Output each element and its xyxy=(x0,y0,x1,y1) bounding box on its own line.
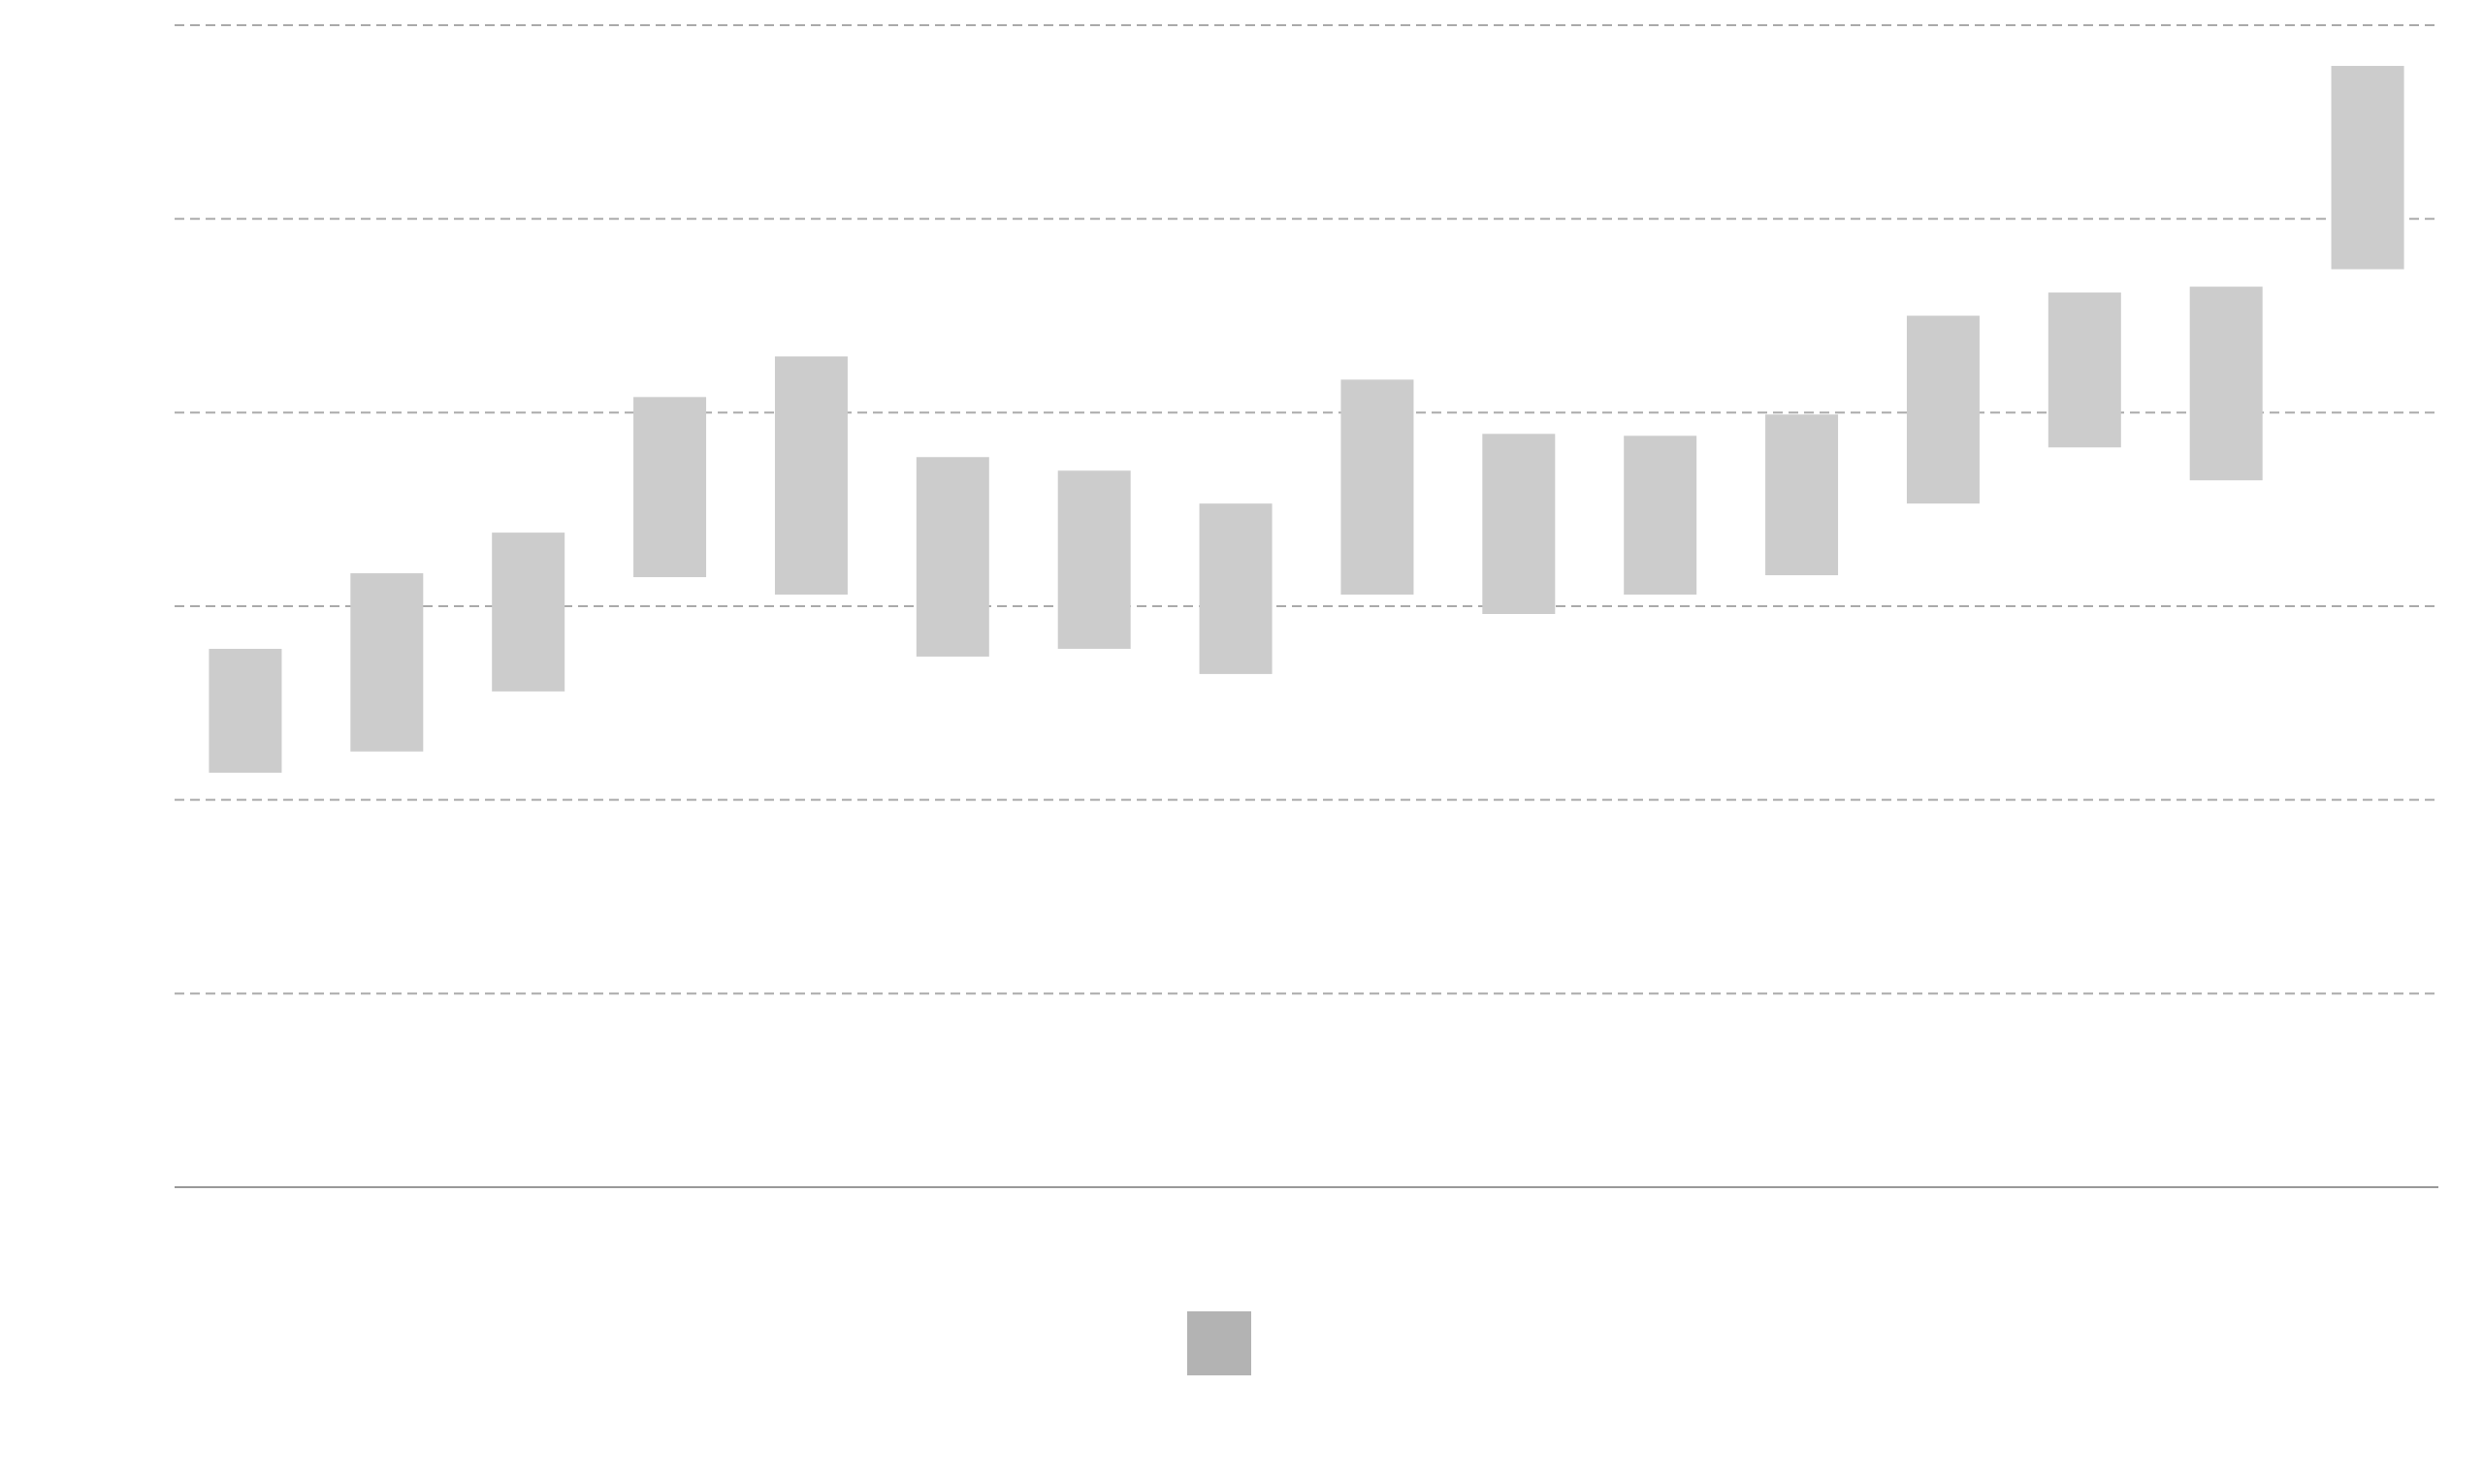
bar xyxy=(1624,436,1697,596)
bar xyxy=(492,532,565,692)
bar xyxy=(633,397,707,578)
bar xyxy=(916,457,989,657)
bar xyxy=(1340,379,1414,596)
bar xyxy=(1482,434,1556,614)
bar xyxy=(1765,414,1839,576)
bar xyxy=(209,648,282,773)
bar xyxy=(2048,292,2121,448)
bar xyxy=(774,356,848,596)
bar xyxy=(1199,503,1273,674)
bar xyxy=(1057,470,1131,649)
bar xyxy=(2189,286,2263,481)
legend-swatch xyxy=(1187,1311,1251,1375)
bar xyxy=(350,573,424,752)
bar xyxy=(1906,315,1980,504)
bar xyxy=(2331,65,2404,270)
